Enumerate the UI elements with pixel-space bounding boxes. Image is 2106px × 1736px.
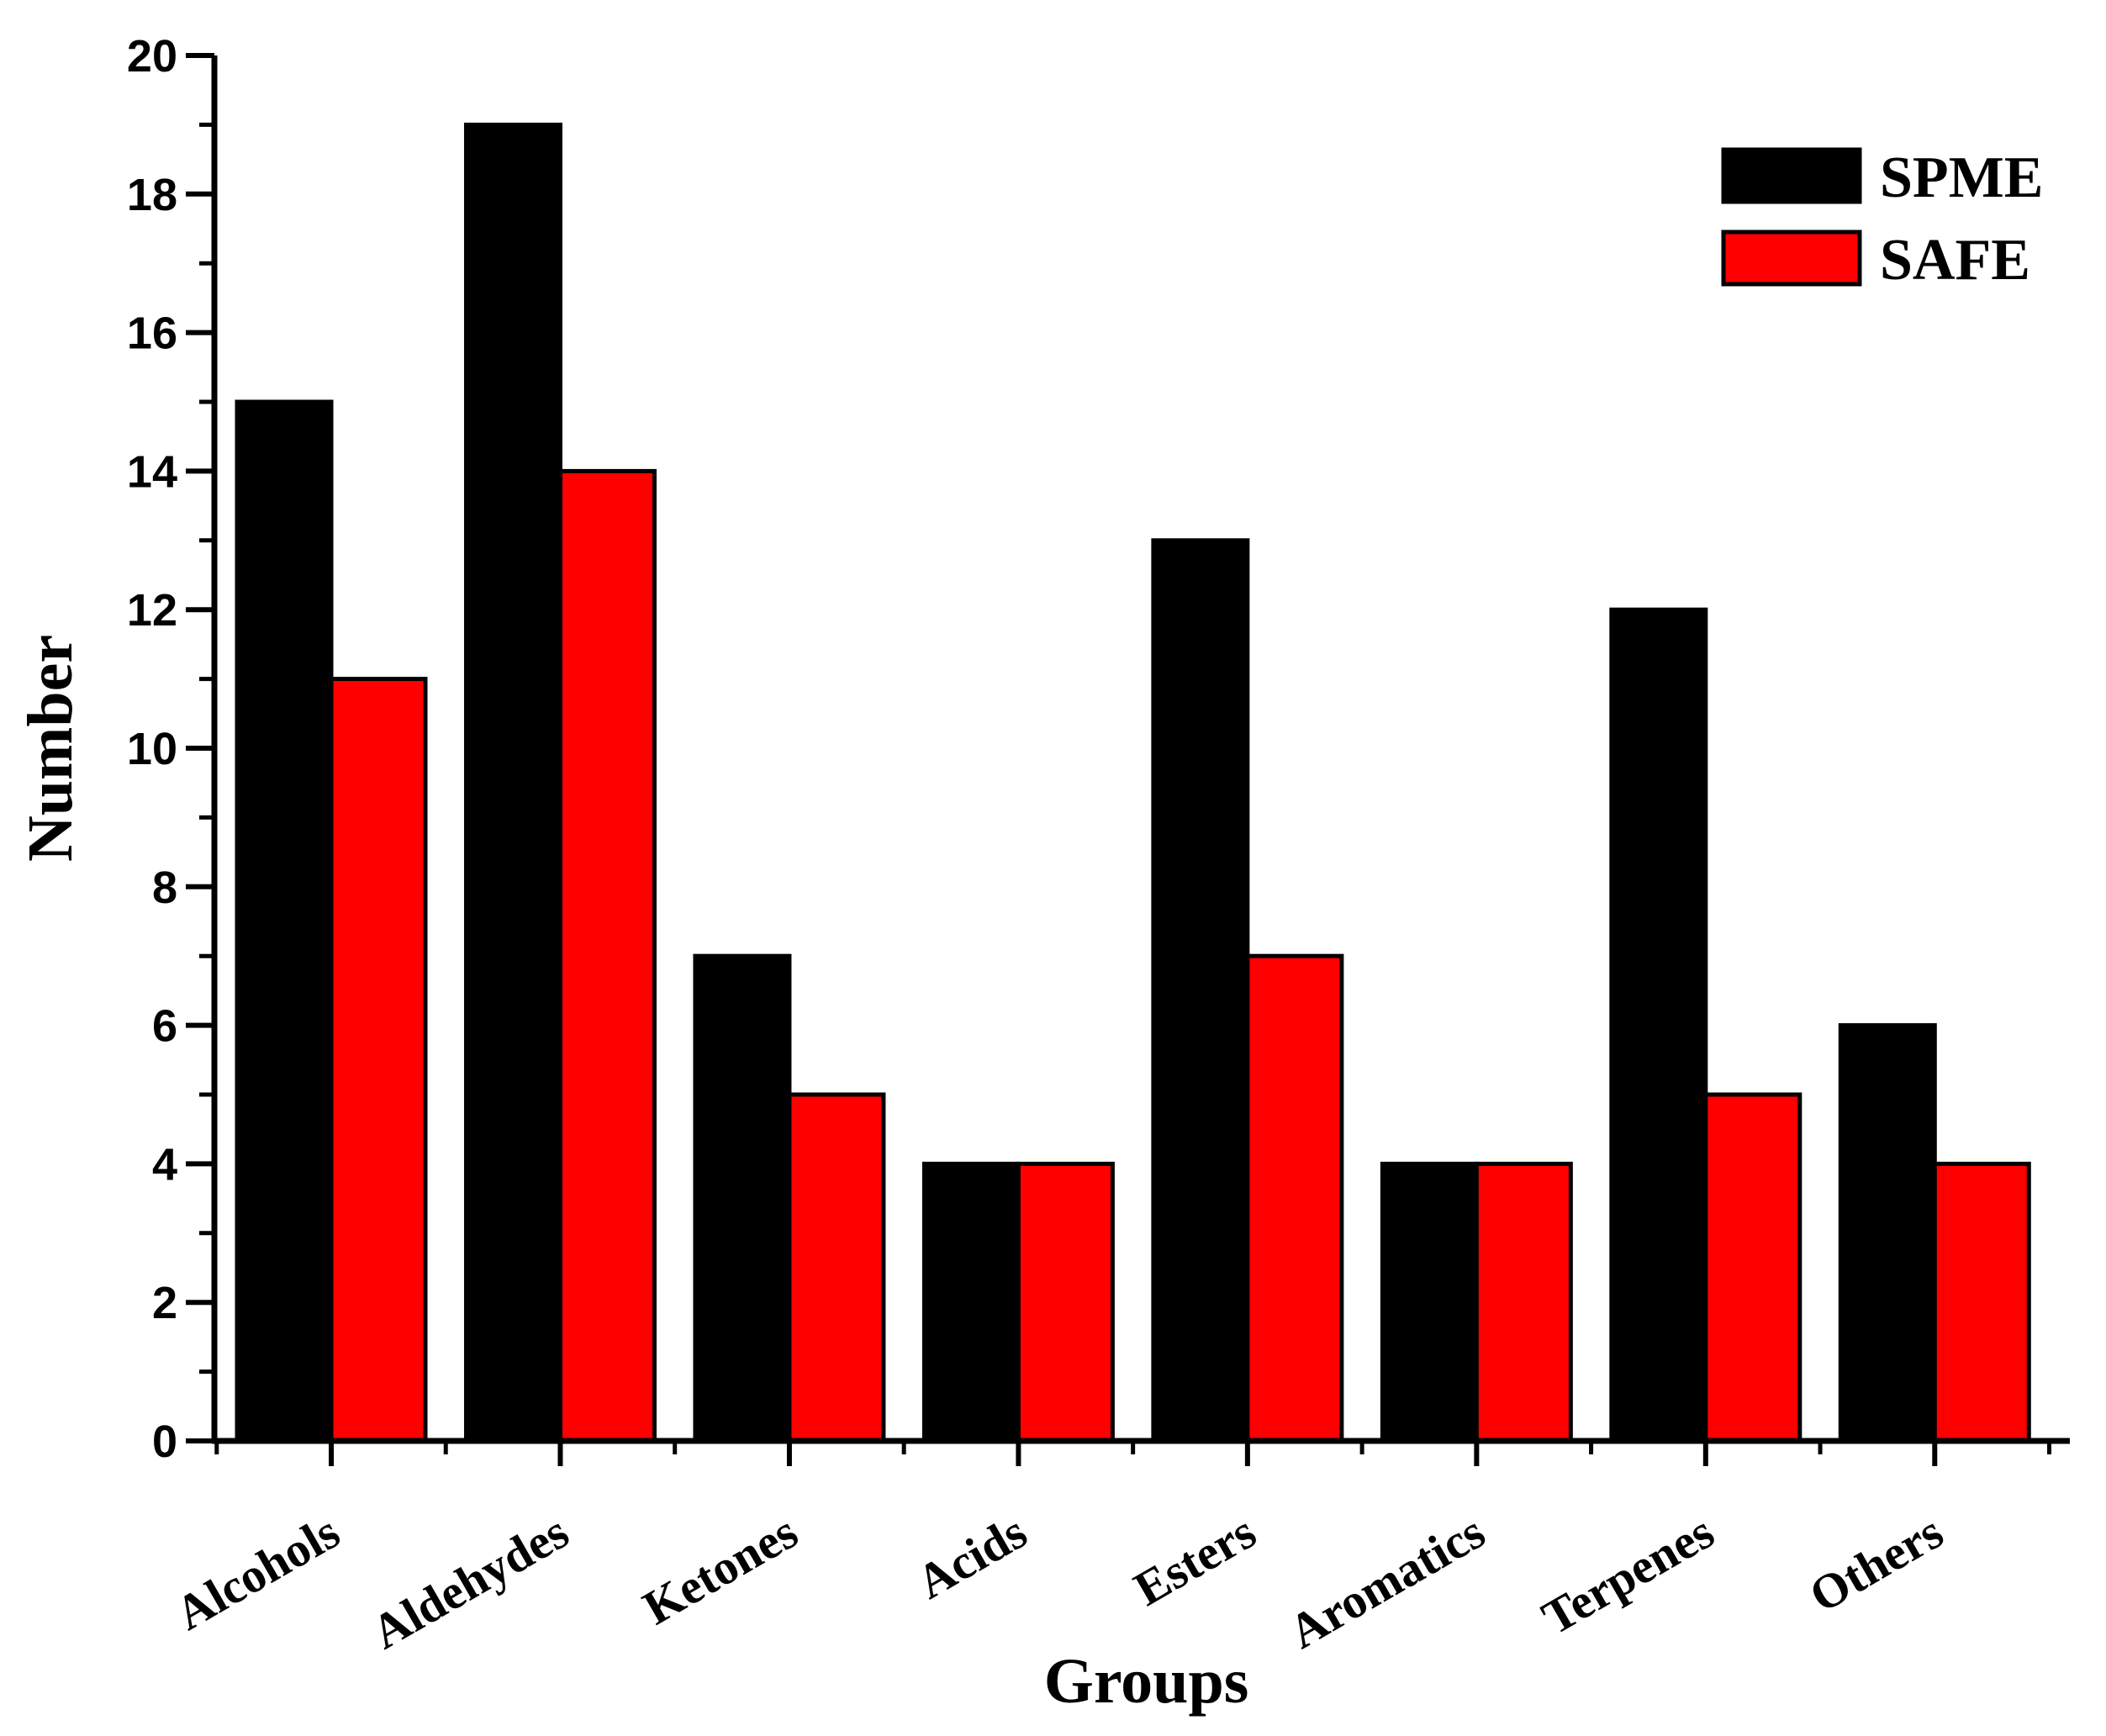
y-tick-label-14: 14 xyxy=(127,446,177,497)
bar-safe-acids xyxy=(1016,1161,1115,1443)
bar-spme-ketones xyxy=(693,953,792,1443)
legend: SPME SAFE xyxy=(1721,145,2043,293)
y-tick-label-16: 16 xyxy=(127,309,177,359)
x-tick-label-aldehydes: Aldehydes xyxy=(362,1504,578,1659)
y-tick-label-18: 18 xyxy=(127,170,177,220)
x-tick-label-terpenes: Terpenes xyxy=(1533,1504,1723,1645)
bar-spme-aldehydes xyxy=(463,122,562,1443)
bar-safe-alcohols xyxy=(329,677,428,1443)
y-tick-label-0: 0 xyxy=(152,1417,177,1467)
bar-spme-alcohols xyxy=(235,399,334,1443)
bar-spme-esters xyxy=(1151,538,1250,1443)
bar-safe-aromatics xyxy=(1474,1161,1573,1443)
y-axis-title: Number xyxy=(15,635,86,862)
bar-spme-aromatics xyxy=(1380,1161,1479,1443)
bar-safe-esters xyxy=(1245,953,1344,1443)
y-tick-label-12: 12 xyxy=(127,585,177,636)
legend-label-safe: SAFE xyxy=(1880,228,2030,293)
axes-layer xyxy=(186,53,2070,1466)
x-tick-label-aromatics: Aromatics xyxy=(1280,1504,1494,1659)
x-tick-label-ketones: Ketones xyxy=(634,1504,806,1635)
x-tick-label-acids: Acids xyxy=(907,1504,1036,1610)
y-tick-label-8: 8 xyxy=(152,863,177,913)
bar-safe-ketones xyxy=(787,1092,886,1443)
x-tick-label-others: Others xyxy=(1800,1504,1951,1623)
y-tick-label-4: 4 xyxy=(152,1139,177,1190)
bar-spme-terpenes xyxy=(1609,607,1708,1443)
bars-layer xyxy=(235,122,2031,1443)
bar-safe-terpenes xyxy=(1703,1092,1803,1443)
y-tick-label-10: 10 xyxy=(127,724,177,774)
bar-spme-others xyxy=(1838,1023,1937,1443)
y-tick-label-2: 2 xyxy=(152,1278,177,1328)
y-tick-label-20: 20 xyxy=(127,31,177,82)
bar-safe-aldehydes xyxy=(557,468,657,1443)
x-tick-label-alcohols: Alcohols xyxy=(166,1504,349,1641)
legend-swatch-safe xyxy=(1721,230,1862,287)
bar-safe-others xyxy=(1932,1161,2031,1443)
legend-swatch-spme xyxy=(1721,147,1862,204)
x-axis-title: Groups xyxy=(1044,1646,1249,1717)
bar-spme-acids xyxy=(921,1161,1021,1443)
legend-label-spme: SPME xyxy=(1880,145,2043,210)
x-tick-label-esters: Esters xyxy=(1125,1504,1264,1617)
y-tick-label-6: 6 xyxy=(152,1001,177,1052)
